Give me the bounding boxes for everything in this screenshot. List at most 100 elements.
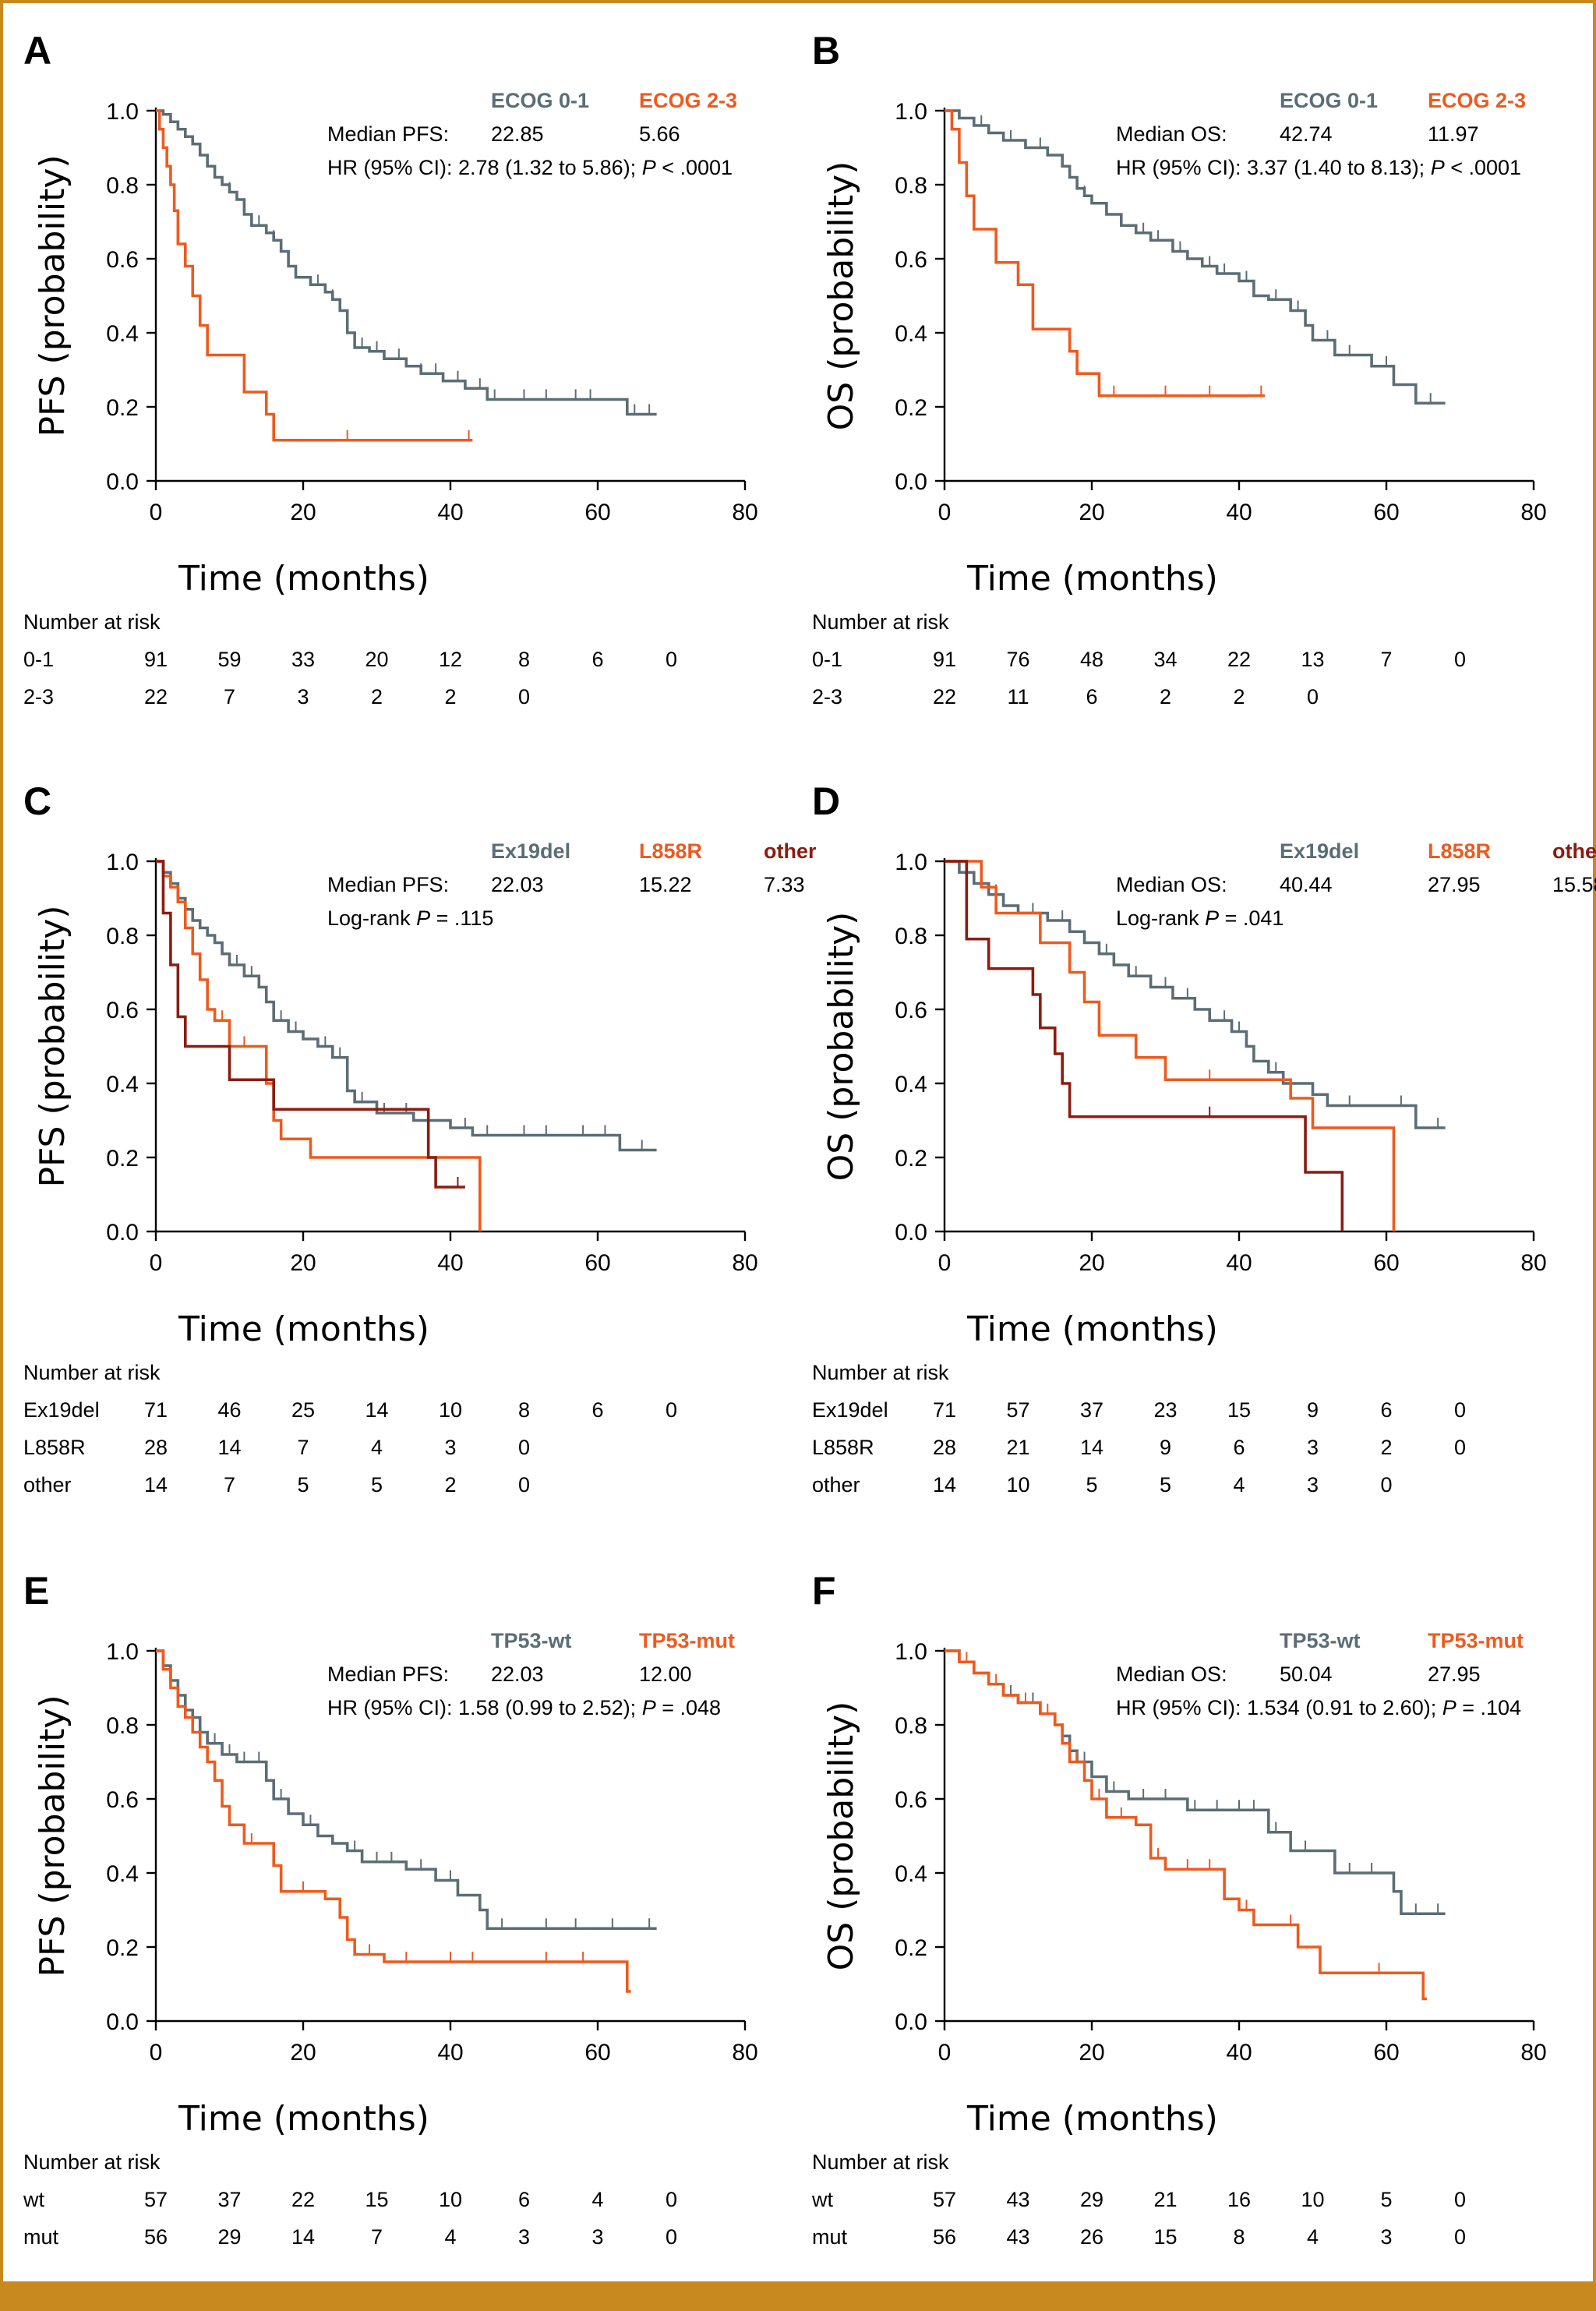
y-tick-label: 0.6 [106, 998, 139, 1023]
x-tick-label: 0 [938, 500, 952, 525]
y-tick-label: 0.4 [106, 1072, 139, 1097]
risk-title: Number at risk [812, 1361, 949, 1384]
risk-value: 9 [1307, 1398, 1319, 1422]
risk-value: 5 [1160, 1473, 1171, 1496]
legend-entry: ECOG 2-3 [1428, 89, 1526, 112]
risk-value: 15 [1153, 2225, 1177, 2249]
risk-value: 0 [518, 1436, 530, 1459]
risk-value: 11 [1007, 685, 1029, 708]
y-tick-label: 0.2 [106, 395, 139, 421]
y-tick-label: 0.8 [106, 924, 139, 949]
x-tick-label: 20 [1079, 2040, 1104, 2065]
y-axis-title: OS (probability) [821, 912, 861, 1182]
y-tick-label: 0.6 [895, 247, 927, 273]
y-tick-label: 0.0 [106, 469, 139, 495]
x-axis-title: Time (months) [966, 1309, 1218, 1349]
risk-value: 10 [1006, 1473, 1029, 1496]
legend-entry: TP53-wt [491, 1629, 572, 1652]
risk-value: 6 [1086, 685, 1097, 708]
risk-value: 5 [371, 1473, 383, 1496]
risk-value: 34 [1153, 648, 1177, 671]
risk-value: 23 [1153, 1398, 1177, 1422]
stat-line: HR (95% CI): 2.78 (1.32 to 5.86); P < .0… [327, 156, 733, 179]
x-axis-title: Time (months) [966, 2099, 1218, 2139]
risk-row-label: mut [812, 2225, 848, 2249]
stat-line: HR (95% CI): 1.58 (0.99 to 2.52); P = .0… [327, 1696, 721, 1719]
risk-value: 0 [666, 2225, 677, 2249]
median-value: 50.04 [1280, 1663, 1333, 1686]
risk-value: 0 [666, 648, 677, 671]
risk-value: 2 [444, 685, 456, 708]
x-tick-label: 40 [1226, 2040, 1252, 2065]
km-curve-other [156, 860, 465, 1189]
legend-entry: Ex19del [491, 839, 570, 863]
y-tick-label: 0.4 [895, 1072, 927, 1097]
y-tick-label: 0.4 [106, 321, 139, 347]
risk-value: 0 [1380, 1473, 1392, 1496]
risk-value: 2 [371, 685, 383, 708]
risk-row-label: L858R [23, 1436, 86, 1459]
y-tick-label: 0.2 [106, 1935, 139, 1961]
x-tick-label: 80 [732, 1250, 757, 1276]
km-curve-TP53-wt [156, 1649, 657, 1931]
median-value: 22.03 [491, 873, 544, 896]
risk-value: 2 [444, 1473, 456, 1496]
risk-value: 2 [1380, 1436, 1392, 1459]
y-tick-label: 0.4 [106, 1861, 139, 1887]
y-axis-title: OS (probability) [821, 161, 861, 431]
y-tick-label: 0.8 [106, 1713, 139, 1739]
risk-value: 26 [1080, 2225, 1103, 2249]
risk-value: 56 [144, 2225, 168, 2249]
risk-row-label: wt [811, 2188, 833, 2211]
x-tick-label: 40 [1226, 1250, 1252, 1276]
risk-title: Number at risk [23, 610, 161, 634]
risk-value: 2 [1160, 685, 1171, 708]
risk-value: 12 [439, 648, 462, 671]
risk-value: 28 [933, 1436, 956, 1459]
x-tick-label: 20 [1079, 1250, 1104, 1276]
risk-value: 0 [1454, 1398, 1466, 1422]
x-tick-label: 60 [584, 1250, 610, 1276]
x-tick-label: 0 [150, 1250, 163, 1276]
risk-value: 15 [1227, 1398, 1251, 1422]
km-curve-Ex19del [945, 860, 1446, 1129]
panel-letter: F [812, 1569, 836, 1613]
risk-value: 10 [1301, 2188, 1324, 2211]
risk-value: 3 [1380, 2225, 1392, 2249]
risk-value: 10 [439, 2188, 462, 2211]
x-tick-label: 60 [584, 500, 610, 525]
risk-value: 29 [217, 2225, 241, 2249]
risk-row-label: Ex19del [812, 1398, 888, 1422]
legend-entry: L858R [1428, 839, 1491, 863]
median-value: 42.74 [1280, 122, 1333, 146]
x-axis-title: Time (months) [178, 1309, 429, 1349]
legend-entry: TP53-wt [1280, 1629, 1361, 1652]
legend-entry: TP53-mut [639, 1629, 735, 1652]
median-label: Median OS: [1116, 122, 1227, 146]
risk-value: 8 [518, 648, 530, 671]
y-axis-title: PFS (probability) [33, 1694, 72, 1977]
risk-value: 0 [518, 685, 530, 708]
risk-value: 7 [224, 1473, 235, 1496]
legend-entry: Ex19del [1280, 839, 1359, 863]
risk-value: 0 [518, 1473, 530, 1496]
y-tick-label: 0.0 [895, 1220, 927, 1246]
median-value: 27.95 [1428, 1663, 1481, 1686]
risk-value: 59 [217, 648, 241, 671]
legend-entry: TP53-mut [1428, 1629, 1524, 1652]
x-tick-label: 60 [1373, 2040, 1399, 2065]
y-tick-label: 0.8 [895, 1713, 927, 1739]
km-curve-L858R [156, 860, 482, 1231]
risk-title: Number at risk [23, 2150, 161, 2174]
km-curve-TP53-mut [945, 1649, 1427, 2001]
y-tick-label: 0.0 [106, 1220, 139, 1246]
risk-value: 0 [666, 1398, 677, 1422]
risk-value: 21 [1153, 2188, 1177, 2211]
risk-value: 6 [518, 2188, 530, 2211]
legend-entry: other [1552, 839, 1596, 863]
x-tick-label: 40 [437, 500, 463, 525]
y-tick-label: 1.0 [895, 850, 927, 875]
median-label: Median PFS: [327, 1663, 449, 1686]
